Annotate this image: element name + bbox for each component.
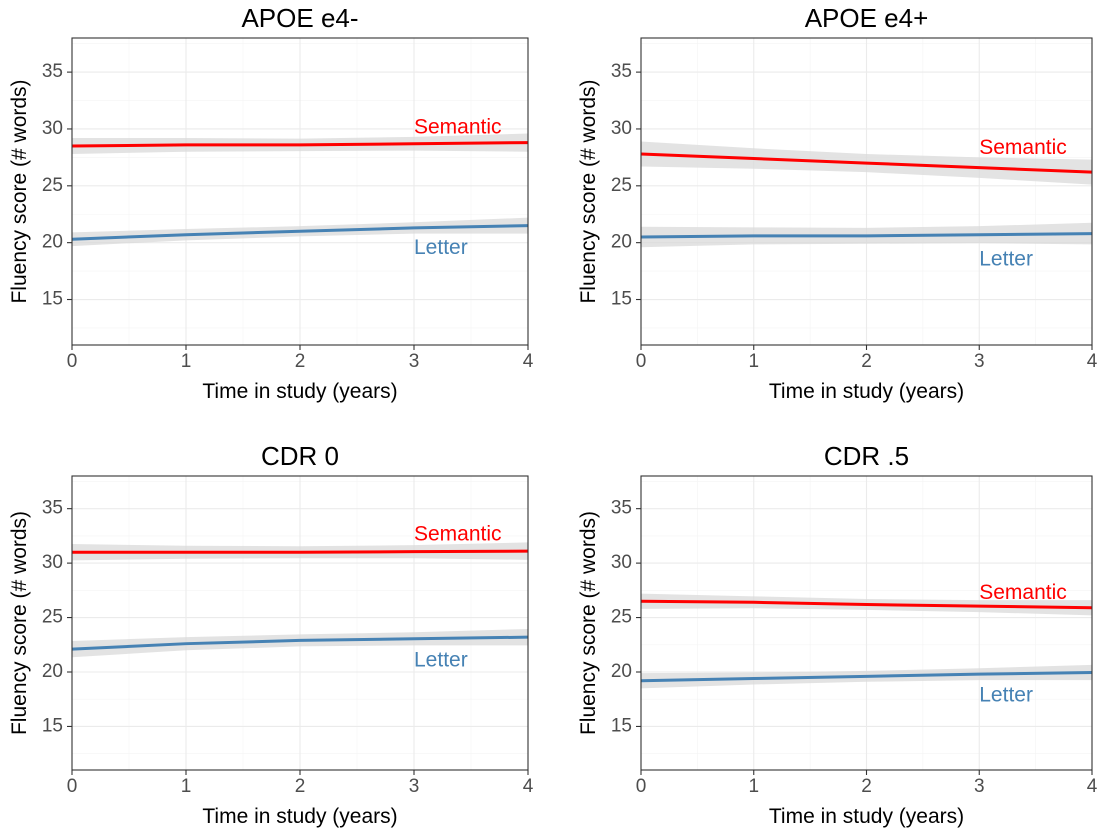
series-line-semantic xyxy=(71,141,529,148)
series-line-letter xyxy=(71,635,529,651)
y-tick-label: 25 xyxy=(42,607,63,628)
x-tick-label: 3 xyxy=(409,351,420,372)
y-tick-label: 15 xyxy=(42,715,63,736)
y-tick-label: 35 xyxy=(42,61,63,82)
y-tick-label: 20 xyxy=(611,661,632,682)
series-label-letter: Letter xyxy=(414,649,468,672)
panel-1: Semantic Letter 0 1 2 3 4 15 20 25 30 35 APOE e4- Tim… xyxy=(8,3,534,403)
x-tick-label: 3 xyxy=(974,351,985,372)
y-tick-label: 30 xyxy=(611,552,632,573)
y-tick-label: 35 xyxy=(611,498,632,519)
series-line-letter xyxy=(71,224,529,241)
series-line-letter xyxy=(640,232,1093,239)
series-line-semantic xyxy=(72,549,529,554)
y-tick-label: 35 xyxy=(42,498,63,519)
series-line-letter xyxy=(640,671,1093,683)
y-tick-label: 35 xyxy=(611,61,632,82)
x-axis-title: Time in study (years) xyxy=(769,805,964,828)
series-label-semantic: Semantic xyxy=(979,136,1067,159)
chart-title: APOE e4+ xyxy=(805,3,929,33)
x-tick-label: 4 xyxy=(1087,776,1098,797)
x-tick-label: 2 xyxy=(861,776,872,797)
series-line-semantic xyxy=(640,599,1093,610)
panel-3: Semantic Letter 0 1 2 3 4 15 20 25 30 35 CDR 0 Time i… xyxy=(8,441,534,828)
x-tick-label: 0 xyxy=(636,351,647,372)
x-tick-label: 0 xyxy=(67,776,78,797)
y-tick-label: 25 xyxy=(611,607,632,628)
x-tick-label: 1 xyxy=(181,776,192,797)
x-tick-label: 2 xyxy=(295,776,306,797)
y-tick-label: 30 xyxy=(42,118,63,139)
series-label-semantic: Semantic xyxy=(414,522,502,545)
x-axis-title: Time in study (years) xyxy=(202,805,397,828)
x-tick-label: 3 xyxy=(974,776,985,797)
y-tick-label: 20 xyxy=(42,661,63,682)
y-tick-label: 30 xyxy=(611,118,632,139)
y-axis-title: Fluency score (# words) xyxy=(577,79,600,303)
confidence-band-letter xyxy=(72,628,528,658)
series-label-letter: Letter xyxy=(979,684,1033,707)
x-tick-label: 4 xyxy=(523,776,534,797)
y-axis-title: Fluency score (# words) xyxy=(577,511,600,735)
y-tick-label: 30 xyxy=(42,552,63,573)
y-tick-label: 15 xyxy=(611,289,632,310)
y-tick-label: 25 xyxy=(611,175,632,196)
series-label-letter: Letter xyxy=(414,236,468,259)
series-label-letter: Letter xyxy=(979,247,1033,270)
y-axis-title: Fluency score (# words) xyxy=(8,79,31,303)
x-tick-label: 2 xyxy=(861,351,872,372)
chart-title: APOE e4- xyxy=(241,3,358,33)
series-label-semantic: Semantic xyxy=(979,581,1067,604)
x-tick-label: 1 xyxy=(181,351,192,372)
x-tick-label: 1 xyxy=(748,776,759,797)
y-axis-title: Fluency score (# words) xyxy=(8,511,31,735)
chart-title: CDR 0 xyxy=(261,441,339,471)
x-axis-title: Time in study (years) xyxy=(769,380,964,403)
x-tick-label: 4 xyxy=(1087,351,1098,372)
y-tick-label: 15 xyxy=(611,715,632,736)
x-axis-title: Time in study (years) xyxy=(202,380,397,403)
x-tick-label: 4 xyxy=(523,351,534,372)
series-label-semantic: Semantic xyxy=(414,115,502,138)
x-tick-label: 0 xyxy=(67,351,78,372)
series-line-semantic xyxy=(640,152,1093,174)
panel-2: Semantic Letter 0 1 2 3 4 15 20 25 30 35 APOE e4+ Tim… xyxy=(577,3,1098,403)
y-tick-label: 20 xyxy=(42,232,63,253)
panel-4: Semantic Letter 0 1 2 3 4 15 20 25 30 35 CDR .5 Time … xyxy=(577,441,1098,828)
x-tick-label: 2 xyxy=(295,351,306,372)
x-tick-label: 0 xyxy=(636,776,647,797)
y-tick-label: 15 xyxy=(42,289,63,310)
x-tick-label: 3 xyxy=(409,776,420,797)
y-tick-label: 20 xyxy=(611,232,632,253)
x-tick-label: 1 xyxy=(748,351,759,372)
y-tick-label: 25 xyxy=(42,175,63,196)
chart-title: CDR .5 xyxy=(824,441,909,471)
